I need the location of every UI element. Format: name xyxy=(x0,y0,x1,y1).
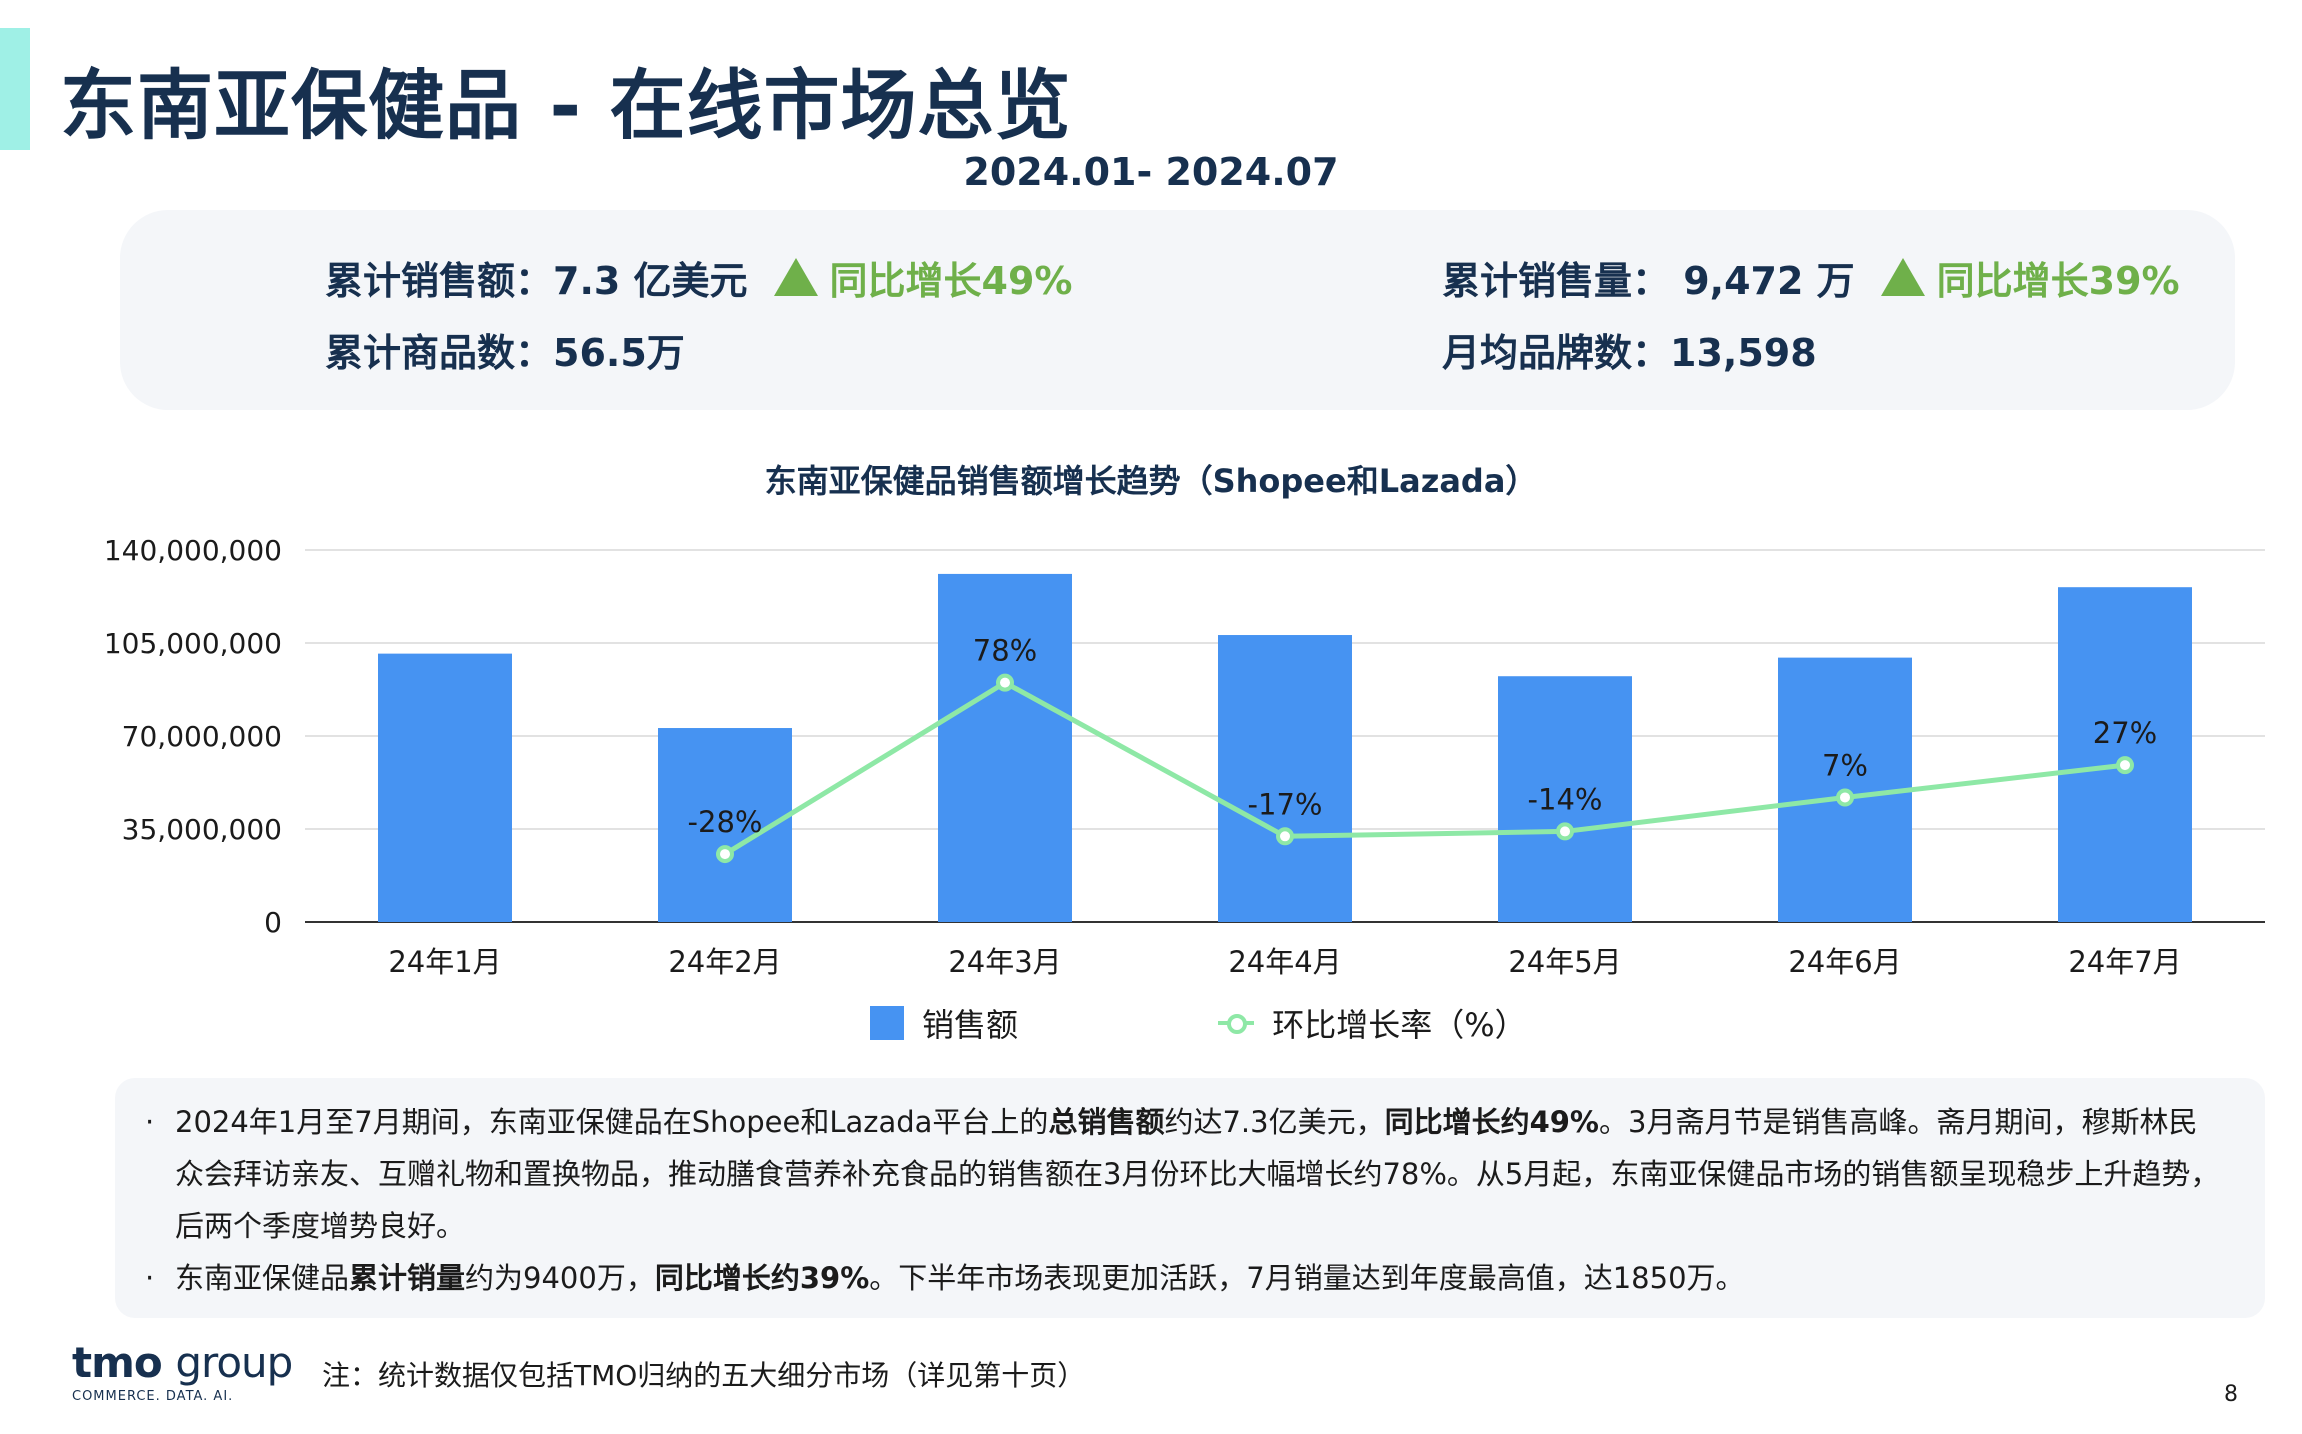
title-accent-bar xyxy=(0,28,30,150)
growth-point xyxy=(1276,827,1294,846)
logo-tmo: tmo xyxy=(72,1338,163,1387)
note-text-part: 2024年1月至7月期间，东南亚保健品在Shopee和Lazada平台上的 xyxy=(175,1105,1049,1139)
logo-wordmark: tmo group xyxy=(72,1338,293,1387)
kpi-total-products: 累计商品数：56.5万 xyxy=(325,331,685,375)
page-number: 8 xyxy=(2224,1382,2238,1407)
x-tick-label: 24年7月 xyxy=(2068,945,2181,979)
x-tick-label: 24年2月 xyxy=(668,945,781,979)
kpi-sales-growth-text: 同比增长49% xyxy=(829,259,1073,303)
note-bold: 总销售额 xyxy=(1048,1105,1165,1139)
bullet: · xyxy=(145,1105,155,1139)
y-tick-label: 0 xyxy=(264,906,282,939)
growth-data-label: -28% xyxy=(688,805,763,839)
growth-point xyxy=(2116,756,2134,775)
growth-data-label: 78% xyxy=(973,634,1037,668)
kpi-total-sales-label: 累计销售额：7.3 亿美元 xyxy=(325,259,748,303)
kpi-total-volume-label: 累计销售量： 9,472 万 xyxy=(1442,259,1855,303)
kpi-total-sales: 累计销售额：7.3 亿美元 同比增长49% xyxy=(325,250,1073,305)
note-text-part: 。3月斋月节是销售高峰。斋月期间，穆斯林民众会拜访亲友、互赠礼物和置换物品，推动… xyxy=(175,1105,2220,1243)
kpi-sales-growth: 同比增长49% xyxy=(773,258,1073,303)
logo-tagline: COMMERCE. DATA. AI. xyxy=(72,1389,234,1404)
y-tick-label: 35,000,000 xyxy=(122,813,282,846)
x-tick-label: 24年3月 xyxy=(948,945,1061,979)
growth-point xyxy=(716,845,734,864)
note-text: 东南亚保健品累计销量约为9400万，同比增长约39%。下半年市场表现更加活跃，7… xyxy=(175,1252,2225,1304)
growth-data-label: -17% xyxy=(1248,787,1323,821)
legend-line-swatch xyxy=(1218,1006,1255,1040)
bullet: · xyxy=(145,1261,155,1295)
kpi-monthly-brands: 月均品牌数：13,598 xyxy=(1442,331,1817,375)
y-tick-label: 105,000,000 xyxy=(104,627,282,660)
growth-point xyxy=(1836,788,1854,807)
note-text-part: 约达7.3亿美元， xyxy=(1164,1105,1385,1139)
growth-up-triangle-icon xyxy=(1880,258,1925,296)
y-tick-label: 70,000,000 xyxy=(122,720,282,753)
bar xyxy=(2058,587,2192,922)
note-bold: 累计销量 xyxy=(349,1261,466,1295)
legend-sales-label: 销售额 xyxy=(922,1006,1019,1044)
chart-legend: 销售额 环比增长率（%） xyxy=(870,1000,1717,1048)
bar xyxy=(1218,635,1352,922)
footnote: 注：统计数据仅包括TMO归纳的五大细分市场（详见第十页） xyxy=(322,1359,1086,1392)
x-tick-label: 24年5月 xyxy=(1508,945,1621,979)
legend-bar-swatch xyxy=(870,1006,904,1040)
growth-data-label: 27% xyxy=(2093,716,2157,750)
growth-data-label: -14% xyxy=(1528,782,1603,816)
kpi-volume-growth: 同比增长39% xyxy=(1880,258,2180,303)
growth-rate-line xyxy=(723,679,2126,857)
x-tick-label: 24年1月 xyxy=(388,945,501,979)
logo-group: group xyxy=(175,1338,293,1387)
bar xyxy=(378,653,512,922)
note-item: · 2024年1月至7月期间，东南亚保健品在Shopee和Lazada平台上的总… xyxy=(145,1096,2225,1252)
date-range: 2024.01- 2024.07 xyxy=(963,150,1339,194)
legend-item-sales: 销售额 xyxy=(870,1000,1018,1046)
note-text-part: 约为9400万， xyxy=(465,1261,655,1295)
analysis-notes-panel: · 2024年1月至7月期间，东南亚保健品在Shopee和Lazada平台上的总… xyxy=(115,1078,2265,1318)
bar xyxy=(938,573,1072,922)
y-tick-label: 140,000,000 xyxy=(104,534,282,567)
legend-item-growth: 环比增长率（%） xyxy=(1218,1000,1527,1046)
kpi-total-volume: 累计销售量： 9,472 万 同比增长39% xyxy=(1442,250,2180,305)
note-item: · 东南亚保健品累计销量约为9400万，同比增长约39%。下半年市场表现更加活跃… xyxy=(145,1252,2225,1304)
bar xyxy=(1498,676,1632,922)
kpi-summary-panel: 累计销售额：7.3 亿美元 同比增长49% 累计商品数：56.5万 累计销售量： … xyxy=(120,210,2235,410)
kpi-volume-growth-text: 同比增长39% xyxy=(1936,259,2180,303)
growth-point xyxy=(1556,822,1574,841)
note-bold: 同比增长约39% xyxy=(654,1261,870,1295)
note-text-part: 。下半年市场表现更加活跃，7月销量达到年度最高值，达1850万。 xyxy=(869,1261,1745,1295)
chart-title: 东南亚保健品销售额增长趋势（Shopee和Lazada） xyxy=(764,462,1538,500)
company-logo: tmo group COMMERCE. DATA. AI. xyxy=(72,1338,293,1404)
sales-trend-chart: 0 35,000,000 70,000,000 105,000,000 140,000,… xyxy=(104,534,2265,979)
note-text: 2024年1月至7月期间，东南亚保健品在Shopee和Lazada平台上的总销售… xyxy=(175,1096,2225,1252)
x-tick-label: 24年4月 xyxy=(1228,945,1341,979)
legend-growth-label: 环比增长率（%） xyxy=(1272,1006,1527,1044)
x-tick-label: 24年6月 xyxy=(1788,945,1901,979)
growth-point xyxy=(996,673,1014,692)
page-title: 东南亚保健品 - 在线市场总览 xyxy=(60,61,1072,150)
note-bold: 同比增长约49% xyxy=(1384,1105,1599,1139)
growth-data-label: 7% xyxy=(1822,748,1868,782)
note-text-part: 东南亚保健品 xyxy=(175,1261,350,1295)
growth-up-triangle-icon xyxy=(773,258,818,296)
